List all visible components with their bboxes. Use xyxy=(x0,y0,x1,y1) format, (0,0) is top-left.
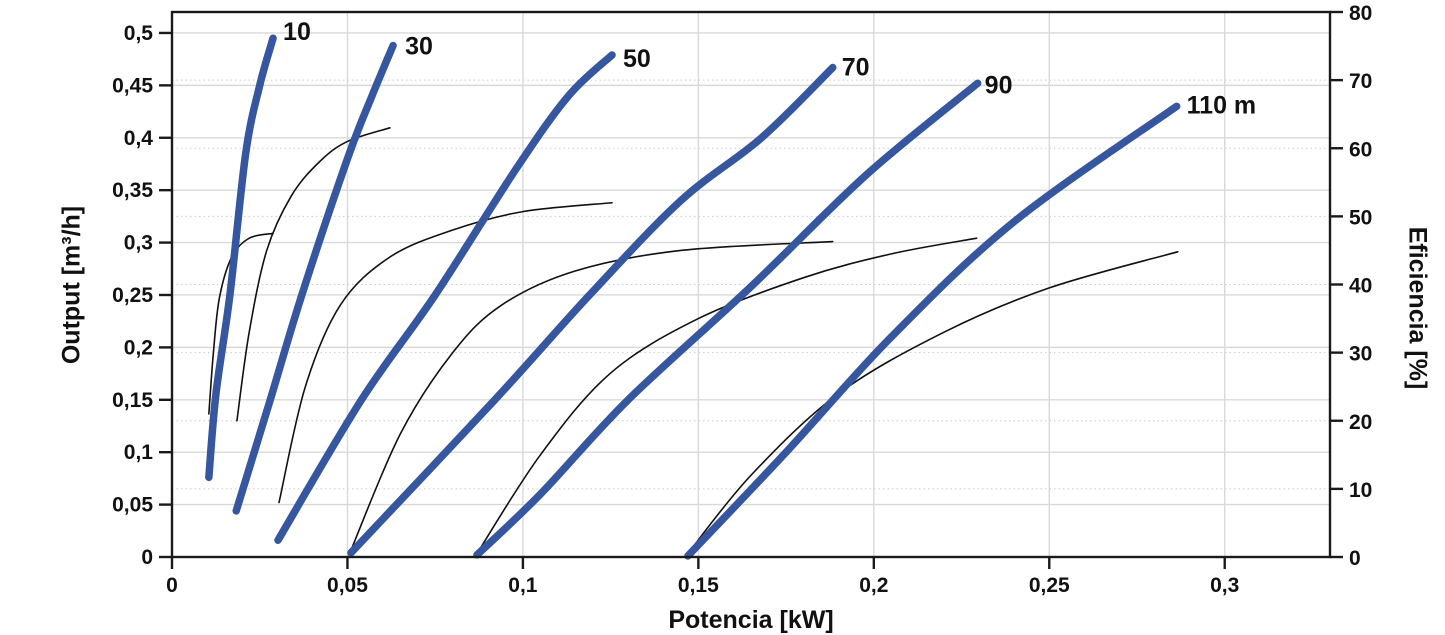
head-curve-10 xyxy=(205,34,277,482)
efficiency-curve-10 xyxy=(208,232,274,415)
y-axis-title-left: Output [m³/h] xyxy=(57,205,86,365)
curve-labels: 10 30 50 70 90 110 m xyxy=(283,18,1256,119)
x-axis-title: Potencia [kW] xyxy=(668,606,834,634)
head-curve-30 xyxy=(232,41,397,515)
efficiency-curve-50 xyxy=(278,201,613,504)
y-left-tick-label: 0,4 xyxy=(124,127,154,150)
curve-label-50: 50 xyxy=(623,45,651,73)
y-axis-title-right: Eficiencia [%] xyxy=(1403,226,1432,390)
efficiency-curve-70 xyxy=(350,240,834,551)
y-right-tick-label: 80 xyxy=(1349,2,1372,25)
x-tick-label: 0,2 xyxy=(859,574,888,597)
y-right-tick-label: 0 xyxy=(1349,547,1361,570)
y-left-tick-label: 0,15 xyxy=(112,389,153,412)
x-tick-label: 0,15 xyxy=(678,574,719,597)
head-curve-110 xyxy=(684,102,1181,560)
curve-label-10: 10 xyxy=(283,18,311,46)
y-right-tick-label: 40 xyxy=(1349,275,1372,298)
x-tick-label: 0,1 xyxy=(508,574,538,597)
y-left-tick-label: 0,2 xyxy=(124,336,153,359)
y-left-tick-label: 0,1 xyxy=(124,441,154,464)
axis-ticks: 0 0,05 0,1 0,15 0,2 0,25 0,3 0 0,05 0,1 0,15 0,2 0,2… xyxy=(112,2,1372,597)
efficiency-curve-110 xyxy=(687,251,1179,555)
y-left-tick-label: 0,3 xyxy=(124,232,153,255)
head-curve-90 xyxy=(473,79,982,559)
y-left-tick-label: 0,25 xyxy=(112,284,153,307)
x-tick-label: 0 xyxy=(166,574,178,597)
y-right-tick-label: 70 xyxy=(1349,70,1372,93)
efficiency-curves xyxy=(208,127,1179,555)
efficiency-curve-30 xyxy=(236,127,391,422)
curve-label-90: 90 xyxy=(985,71,1013,99)
head-curve-70 xyxy=(347,63,837,557)
y-left-tick-label: 0,05 xyxy=(112,494,153,517)
curve-label-30: 30 xyxy=(405,33,433,61)
y-left-tick-label: 0 xyxy=(141,546,153,569)
curve-label-70: 70 xyxy=(842,54,870,82)
curve-label-110: 110 m xyxy=(1187,91,1257,119)
y-right-tick-label: 50 xyxy=(1349,206,1372,229)
y-left-tick-label: 0,5 xyxy=(124,22,154,45)
x-tick-label: 0,25 xyxy=(1029,574,1070,597)
x-tick-label: 0,05 xyxy=(327,574,368,597)
y-right-tick-label: 60 xyxy=(1349,138,1372,161)
x-tick-label: 0,3 xyxy=(1210,574,1239,597)
head-curves xyxy=(205,34,1181,560)
y-left-tick-label: 0,45 xyxy=(112,74,153,97)
y-right-tick-label: 30 xyxy=(1349,343,1372,366)
y-left-tick-label: 0,35 xyxy=(112,179,153,202)
y-right-tick-label: 10 xyxy=(1349,479,1372,502)
y-right-tick-label: 20 xyxy=(1349,411,1372,434)
head-curve-50 xyxy=(274,51,616,544)
efficiency-curve-90 xyxy=(476,237,978,555)
